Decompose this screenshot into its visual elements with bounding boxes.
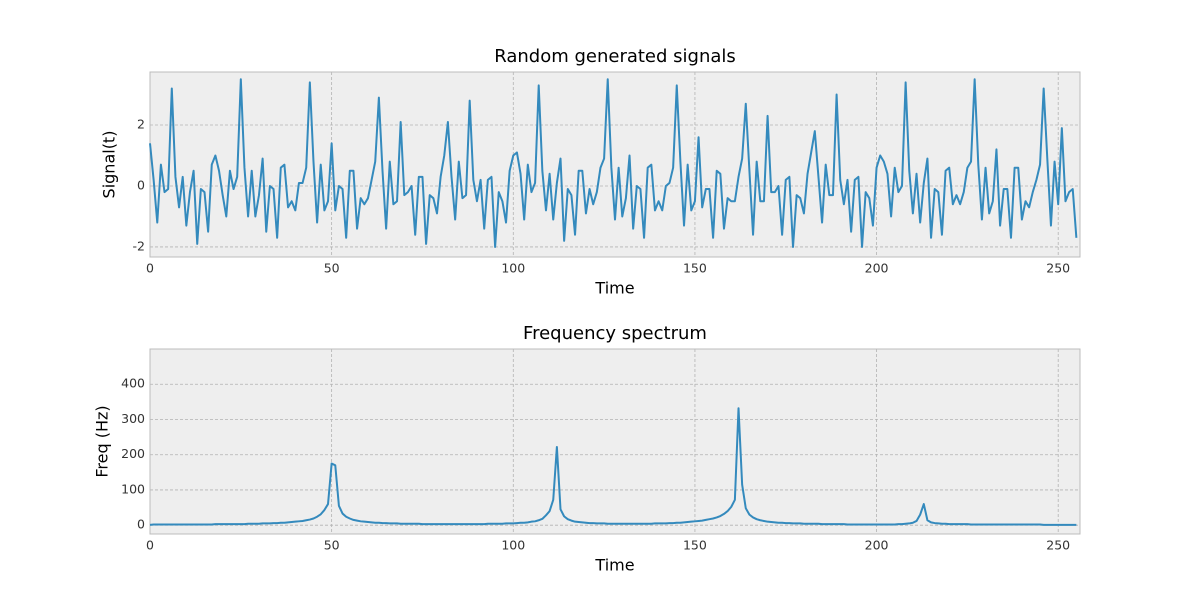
y-tick-label: 400 [121,376,145,391]
plot-frame [149,71,1081,258]
plot-area [150,72,1080,257]
x-tick-label: 150 [683,261,707,276]
x-tick-label: 200 [865,538,889,553]
plot-area [150,349,1080,534]
y-tick-label: 2 [137,117,145,132]
chart-title: Random generated signals [494,46,736,67]
y-tick-label: -2 [133,238,145,253]
y-tick-label: 0 [137,517,145,532]
x-tick-label: 100 [501,538,525,553]
signal-line [149,78,1078,248]
y-tick-label: 0 [137,177,145,192]
y-tick-label: 100 [121,481,145,496]
x-axis-label: Time [594,556,634,575]
x-tick-label: 150 [683,538,707,553]
plot-frame [149,348,1081,535]
y-axis-label: Signal(t) [100,131,119,199]
x-tick-label: 50 [324,261,340,276]
x-axis-label: Time [594,279,634,298]
y-axis-label: Freq (Hz) [93,405,112,477]
x-tick-label: 50 [324,538,340,553]
chart-title: Frequency spectrum [523,323,707,344]
x-tick-label: 200 [865,261,889,276]
x-tick-label: 250 [1046,538,1070,553]
x-tick-label: 100 [501,261,525,276]
y-tick-label: 200 [121,446,145,461]
x-tick-label: 0 [146,538,154,553]
signal-line [149,407,1077,526]
x-tick-label: 0 [146,261,154,276]
y-tick-label: 300 [121,411,145,426]
x-tick-label: 250 [1046,261,1070,276]
